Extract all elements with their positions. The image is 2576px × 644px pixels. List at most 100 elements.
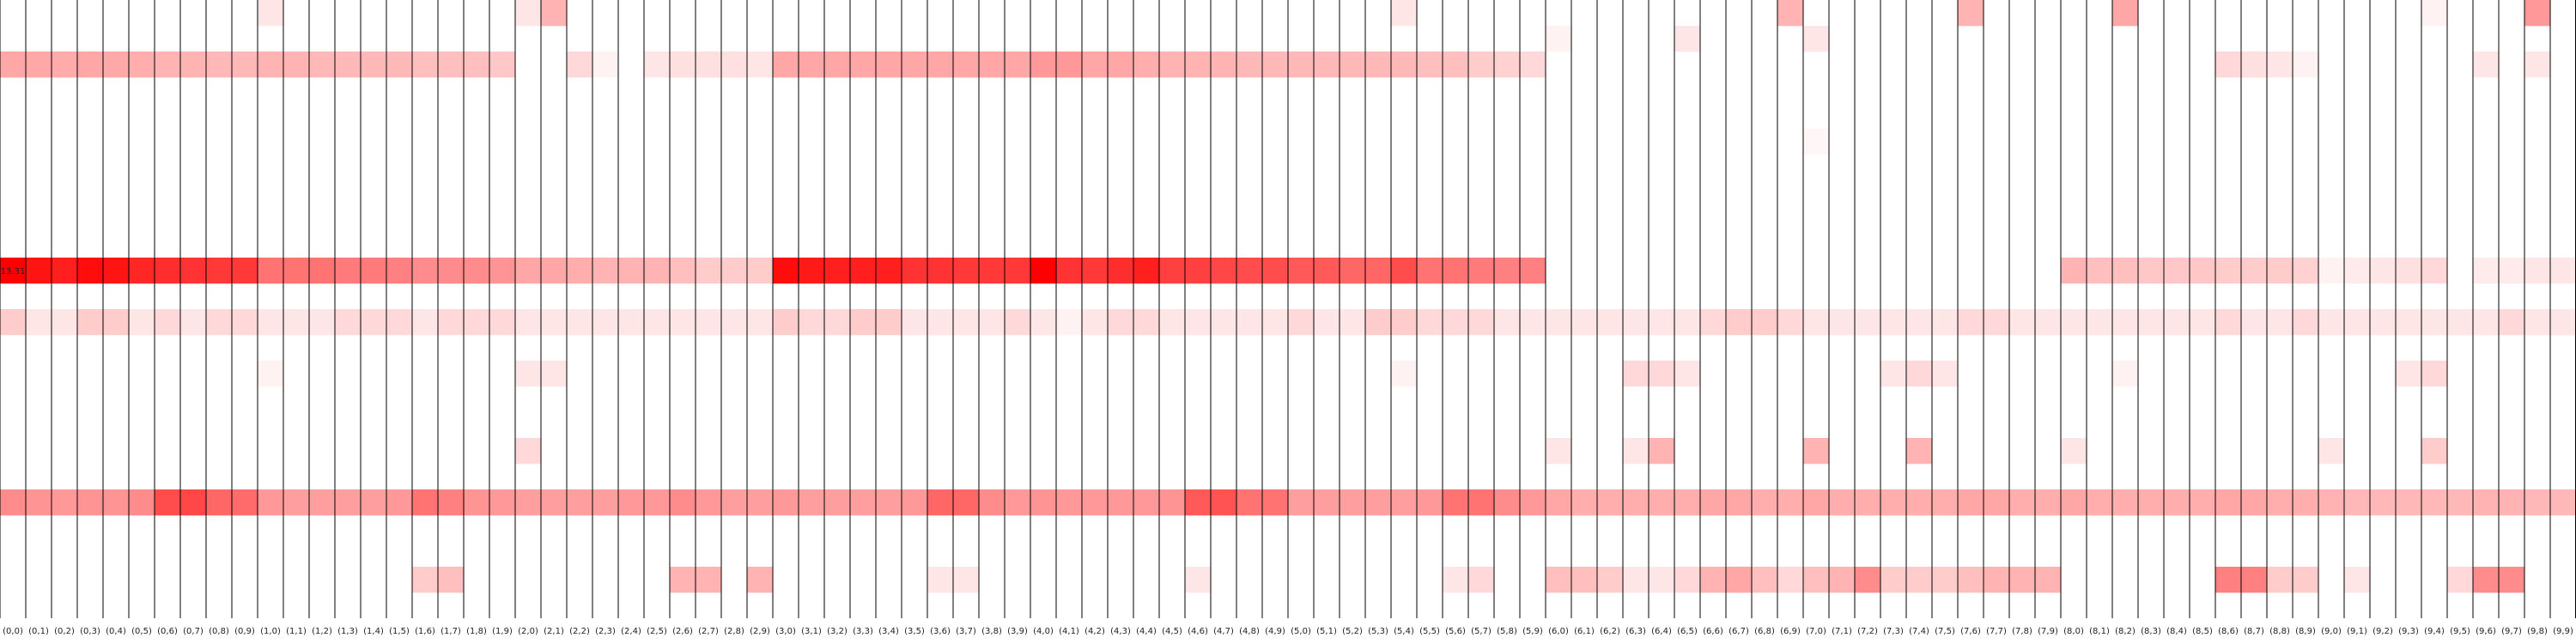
heatmap-cell	[283, 489, 310, 516]
heatmap-cell	[0, 52, 27, 78]
heatmap-cell	[489, 52, 516, 78]
x-tick-label: (4,3)	[1110, 627, 1131, 636]
heatmap-cell	[52, 489, 78, 516]
heatmap-cell	[979, 489, 1005, 516]
heatmap-cell	[799, 258, 825, 284]
heatmap-cell	[2499, 258, 2525, 284]
heatmap-cell	[2267, 52, 2293, 78]
heatmap-cell	[2293, 258, 2319, 284]
heatmap-cell	[2164, 309, 2190, 336]
x-tick-label: (3,7)	[956, 627, 976, 636]
x-tick-label: (1,6)	[415, 627, 435, 636]
heatmap-cell	[1082, 52, 1109, 78]
heatmap-cell	[2087, 258, 2113, 284]
heatmap-cell	[2293, 309, 2319, 336]
heatmap-cell	[927, 489, 954, 516]
heatmap-cell	[773, 489, 799, 516]
heatmap-cell	[1880, 309, 1907, 336]
heatmap-cell	[1314, 52, 1340, 78]
heatmap-cell	[258, 489, 284, 516]
heatmap-cell	[2318, 309, 2345, 336]
heatmap-cell	[2344, 489, 2371, 516]
x-tick-label: (7,3)	[1883, 627, 1904, 636]
heatmap-cell	[129, 52, 155, 78]
heatmap-cell	[180, 309, 207, 336]
heatmap-cell	[1597, 567, 1624, 593]
heatmap-cell	[1803, 438, 1830, 465]
heatmap-cell	[1777, 309, 1804, 336]
heatmap-cell	[2190, 489, 2216, 516]
heatmap-cell	[1546, 309, 1572, 336]
heatmap-cell	[2267, 489, 2293, 516]
heatmap-cell	[52, 309, 78, 336]
x-tick-label: (8,2)	[2115, 627, 2136, 636]
x-tick-label: (3,4)	[878, 627, 899, 636]
heatmap-cell	[258, 52, 284, 78]
heatmap-cell	[438, 489, 465, 516]
heatmap-cell	[876, 309, 902, 336]
heatmap-cell	[1468, 567, 1495, 593]
heatmap-cell	[1932, 489, 1959, 516]
heatmap-cell	[438, 52, 465, 78]
heatmap-cell	[799, 309, 825, 336]
heatmap-cell	[232, 489, 258, 516]
heatmap-cell	[412, 52, 439, 78]
heatmap-cell	[979, 52, 1005, 78]
heatmap-cell	[953, 52, 980, 78]
x-tick-label: (7,4)	[1909, 627, 1929, 636]
x-tick-label: (3,9)	[1007, 627, 1028, 636]
heatmap-cell	[1262, 258, 1289, 284]
heatmap-cell	[850, 258, 877, 284]
heatmap-cell	[1056, 258, 1083, 284]
heatmap-cell	[1623, 309, 1649, 336]
heatmap-cell	[26, 52, 52, 78]
heatmap-cell	[953, 489, 980, 516]
heatmap-cell	[2138, 309, 2165, 336]
x-tick-label: (2,7)	[698, 627, 719, 636]
heatmap-cell	[1932, 567, 1959, 593]
x-tick-label: (4,9)	[1265, 627, 1285, 636]
heatmap-cell	[1211, 258, 1237, 284]
heatmap-cell	[2061, 438, 2087, 465]
heatmap-cell	[2035, 309, 2062, 336]
x-tick-label: (7,1)	[1832, 627, 1852, 636]
heatmap-cell	[1133, 309, 1160, 336]
heatmap-cell	[1082, 258, 1109, 284]
heatmap-cell	[644, 489, 671, 516]
heatmap-cell	[721, 258, 748, 284]
heatmap-cell	[1314, 489, 1340, 516]
heatmap-cell	[1855, 309, 1881, 336]
heatmap-cell	[361, 52, 387, 78]
heatmap-cell	[1288, 258, 1315, 284]
heatmap-cell	[2267, 567, 2293, 593]
heatmap-cell	[412, 489, 439, 516]
heatmap-cell	[2421, 438, 2448, 465]
heatmap-cell	[2473, 258, 2500, 284]
heatmap-cell	[1365, 489, 1392, 516]
heatmap-cell	[721, 52, 748, 78]
x-tick-label: (4,8)	[1239, 627, 1260, 636]
heatmap-cell	[2267, 309, 2293, 336]
heatmap-cell	[1700, 489, 1727, 516]
x-tick-label: (2,2)	[569, 627, 590, 636]
heatmap-cell	[1211, 52, 1237, 78]
heatmap-cell	[515, 361, 542, 387]
heatmap-cell	[309, 489, 336, 516]
heatmap-cell	[2524, 258, 2551, 284]
heatmap-cell	[721, 489, 748, 516]
heatmap-cell	[2215, 567, 2242, 593]
heatmap-cell	[824, 52, 851, 78]
heatmap-cell	[103, 258, 130, 284]
heatmap-cell	[1417, 309, 1443, 336]
heatmap-cell	[902, 489, 928, 516]
heatmap-cell	[1365, 258, 1392, 284]
heatmap-cell	[1108, 489, 1134, 516]
heatmap-cell	[1030, 258, 1057, 284]
heatmap-cell	[1880, 361, 1907, 387]
heatmap-cell	[1777, 0, 1804, 27]
x-tick-label: (1,2)	[312, 627, 332, 636]
heatmap-cell	[1726, 567, 1753, 593]
heatmap-cell	[206, 52, 233, 78]
heatmap-cell	[1391, 52, 1418, 78]
heatmap-cell	[1829, 567, 1856, 593]
